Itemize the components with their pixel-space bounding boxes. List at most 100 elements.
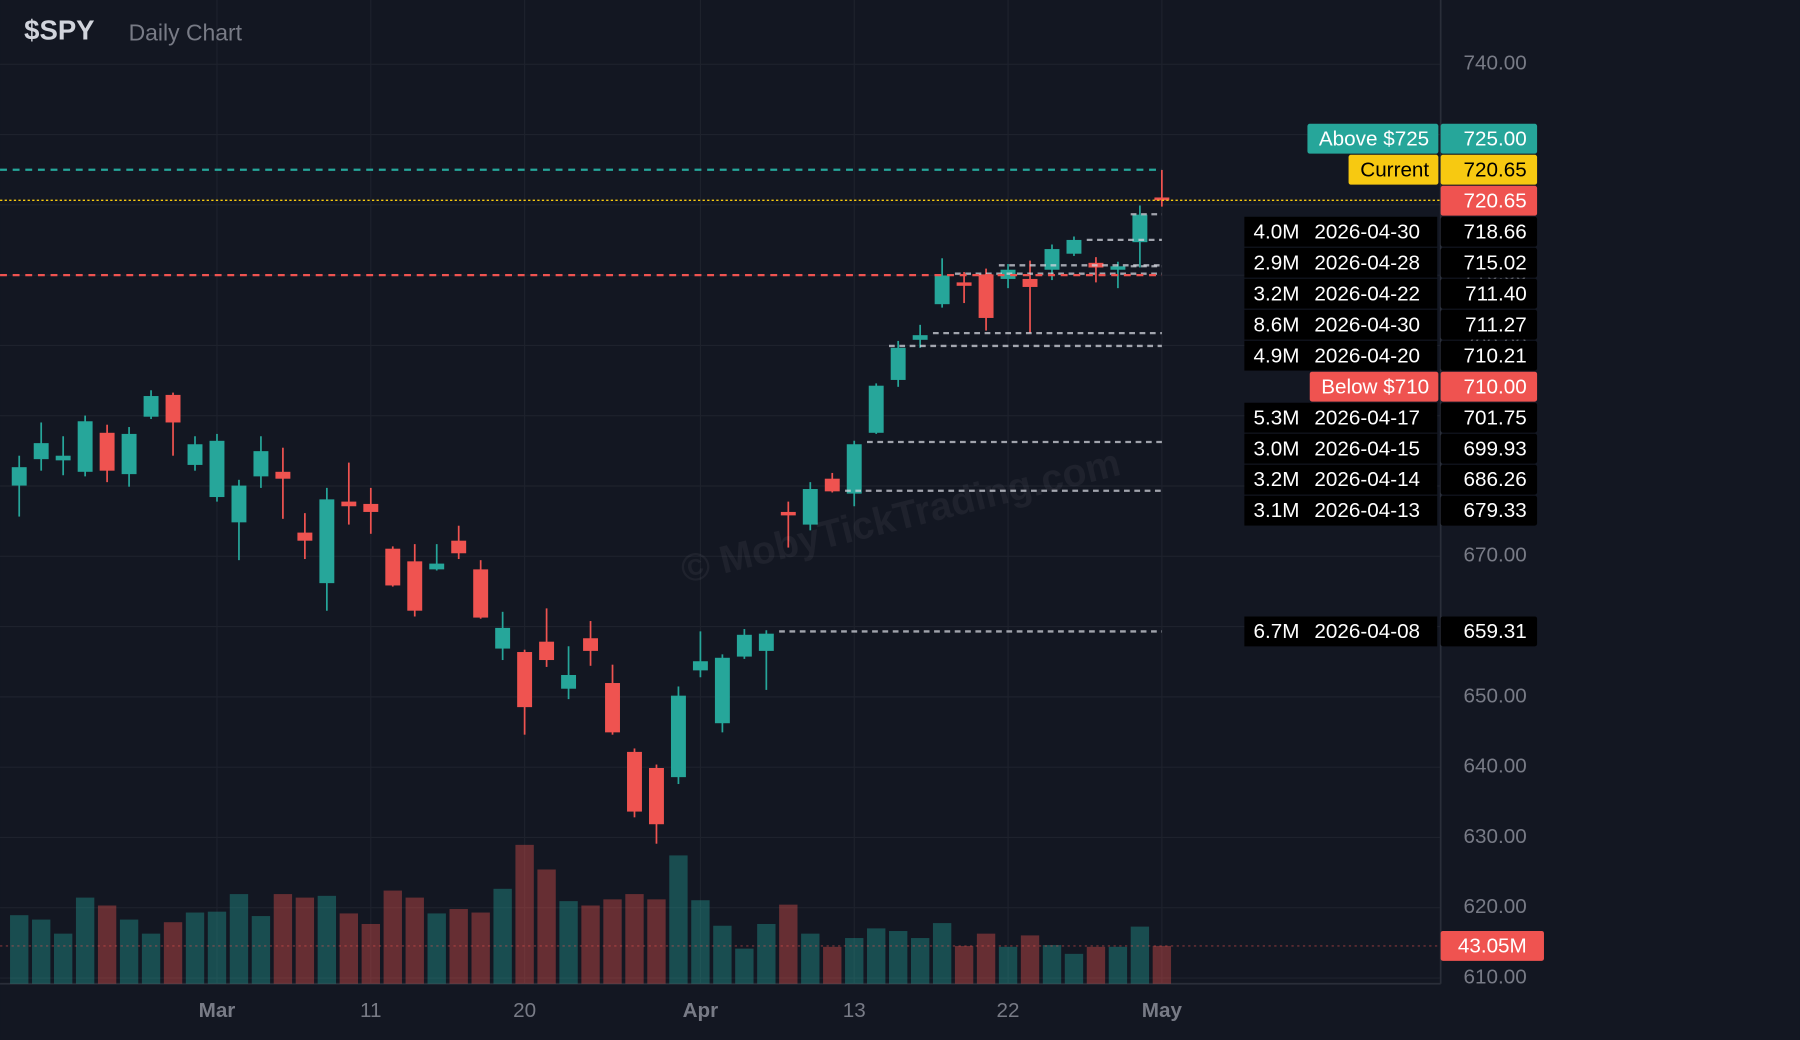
- volume-tag-box: [1440, 930, 1544, 961]
- candle-body: [714, 657, 730, 724]
- volume-bar: [779, 904, 798, 984]
- volume-bar: [339, 913, 359, 984]
- candle-body: [802, 489, 818, 525]
- chart-subtitle: Daily Chart: [129, 19, 243, 45]
- candle-body: [429, 563, 445, 570]
- volume-bar: [910, 938, 930, 984]
- volume-bar: [427, 913, 446, 984]
- volume-bar: [537, 869, 556, 984]
- candle-body: [692, 661, 708, 671]
- candle-body: [605, 683, 620, 733]
- volume-bar: [317, 895, 337, 984]
- candle-body: [275, 471, 291, 479]
- volume-bar: [53, 933, 73, 984]
- candle-body: [912, 335, 928, 340]
- candle-body: [1132, 214, 1148, 243]
- volume-bar: [581, 905, 600, 984]
- y-tick-label: 740.00: [1464, 52, 1527, 75]
- level-lines: [0, 168, 1441, 633]
- candle-body: [824, 478, 840, 492]
- price-tag-box: [1440, 433, 1538, 464]
- candle-body: [363, 503, 379, 512]
- x-tick-label: 22: [997, 999, 1020, 1022]
- level-date: 2026-04-14: [1314, 468, 1420, 491]
- level-volume: 4.0M: [1254, 220, 1300, 243]
- price-tag-box: [1440, 402, 1538, 433]
- volume-bar: [295, 897, 315, 984]
- candle-body: [934, 275, 950, 305]
- price-tag-box: [1440, 247, 1538, 278]
- y-tick-label: 620.00: [1464, 895, 1527, 918]
- volume-bar: [515, 844, 534, 984]
- candle-body: [77, 421, 93, 472]
- volume-bar: [757, 923, 776, 984]
- y-tick-label: 610.00: [1464, 965, 1527, 988]
- candle-body: [670, 695, 686, 778]
- candle-body: [978, 274, 994, 318]
- candle-body: [583, 638, 599, 651]
- volume-bar: [998, 946, 1018, 984]
- candle-body: [780, 511, 796, 516]
- x-tick-label: May: [1142, 999, 1183, 1022]
- volume-bar: [229, 894, 249, 984]
- y-tick-label: 670.00: [1464, 544, 1527, 567]
- candle-body: [956, 282, 972, 286]
- price-tag-value: 699.93: [1464, 437, 1527, 460]
- candle-body: [253, 451, 269, 477]
- volume-bar: [845, 938, 864, 984]
- level-info-box: [1244, 247, 1438, 278]
- volume-bar: [713, 925, 732, 984]
- candle-body: [517, 652, 533, 708]
- candle-body: [1066, 239, 1082, 254]
- level-date: 2026-04-20: [1314, 344, 1420, 367]
- candle-body: [341, 501, 357, 507]
- level-info-box: [1244, 309, 1438, 340]
- level-info-box: [1244, 464, 1438, 495]
- volume-tag-label: 43.05M: [1458, 935, 1527, 958]
- volume-bar: [97, 905, 117, 984]
- volume-bar: [273, 894, 293, 984]
- price-tags: 43.05M 725.00 Above $725 720.65 Current 720.6…: [1244, 123, 1544, 961]
- price-tag-box: [1440, 340, 1538, 371]
- level-volume: 3.1M: [1254, 499, 1300, 522]
- y-tick-label: 650.00: [1464, 684, 1527, 707]
- level-label-box: [1348, 154, 1439, 185]
- x-tick-label: Apr: [683, 999, 719, 1022]
- level-info-box: [1244, 340, 1438, 371]
- level-date: 2026-04-13: [1314, 499, 1420, 522]
- candle-body: [495, 627, 511, 649]
- candle-body: [649, 767, 664, 825]
- volume-bar: [559, 901, 578, 984]
- volume-bar: [405, 897, 424, 984]
- x-tick-label: Mar: [199, 999, 236, 1022]
- level-volume: 5.3M: [1254, 406, 1300, 429]
- volume-bar: [691, 900, 710, 984]
- volume-bar: [361, 923, 380, 984]
- candle-body: [407, 561, 423, 611]
- candle-body: [846, 444, 862, 494]
- volume-pane: [0, 844, 1441, 984]
- candle-body: [1154, 197, 1170, 201]
- level-volume: 2.9M: [1254, 251, 1300, 274]
- volume-bar: [207, 911, 227, 984]
- candle-body: [231, 485, 247, 523]
- price-tag-box: [1440, 216, 1538, 247]
- price-tag-value: 711.40: [1465, 282, 1527, 305]
- level-date: 2026-04-28: [1314, 251, 1420, 274]
- price-tag-box: [1440, 154, 1538, 185]
- volume-bar: [867, 928, 886, 984]
- candle-body: [890, 347, 906, 380]
- volume-bar: [888, 931, 908, 984]
- price-tag-value: 686.26: [1464, 468, 1527, 491]
- price-tag-value: 701.75: [1464, 406, 1527, 429]
- candle-body: [758, 633, 774, 651]
- volume-bar: [493, 888, 512, 984]
- candle-body: [55, 455, 71, 461]
- volume-bar: [647, 899, 666, 984]
- level-label-box: [1307, 123, 1439, 154]
- candle-body: [868, 385, 884, 433]
- candle-body: [11, 467, 27, 486]
- candles: [11, 169, 1170, 844]
